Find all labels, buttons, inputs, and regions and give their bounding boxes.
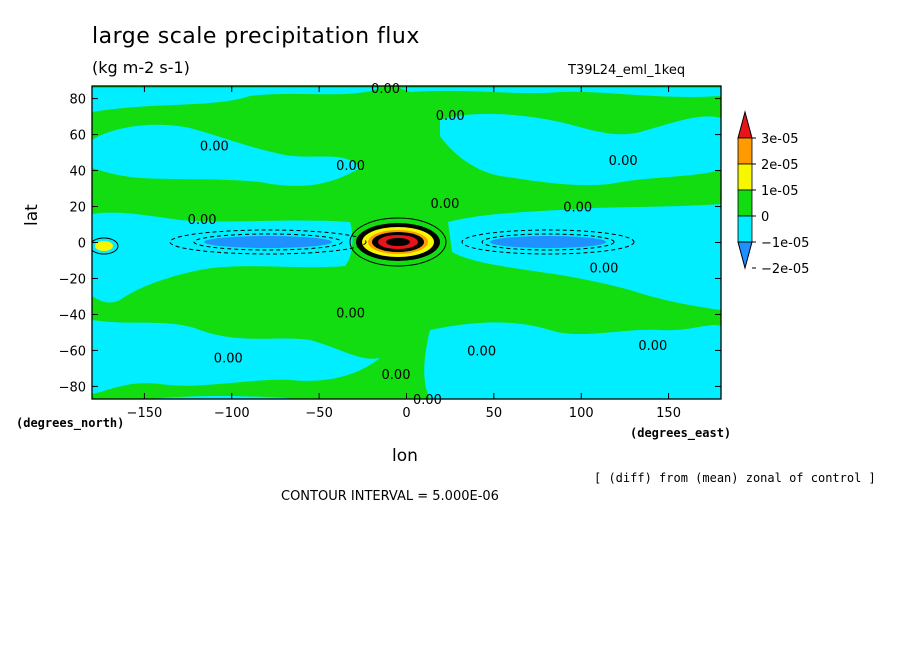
contour-label: 0.00: [371, 82, 400, 97]
colorbar: 3e-05 2e-05 1e-05 0 −1e-05 −2e-05: [737, 110, 809, 277]
contour-label: 0.00: [430, 197, 459, 212]
contour-label: 0.00: [589, 262, 618, 277]
x-tick-label: −150: [127, 406, 163, 421]
contour-label: 0.00: [336, 307, 365, 322]
contour-label: 0.00: [638, 339, 667, 354]
run-label: T39L24_eml_1keq: [568, 63, 686, 78]
x-tick-label: 50: [486, 406, 503, 421]
x-axis-label: lon: [392, 446, 418, 466]
y-tick-label: 60: [69, 129, 86, 144]
contour-label: 0.00: [200, 139, 229, 154]
colorbar-label: 2e-05: [761, 158, 799, 173]
contour-interval: CONTOUR INTERVAL = 5.000E-06: [281, 489, 499, 504]
colorbar-segment: [737, 163, 753, 191]
x-tick-label: −100: [214, 406, 250, 421]
y-tick-label: 0: [78, 237, 86, 252]
contour-label: 0.00: [382, 368, 411, 383]
colorbar-segment: [737, 241, 753, 270]
colorbar-label: 3e-05: [761, 132, 799, 147]
contour-label: 0.00: [214, 352, 243, 367]
diff-annotation: [ (diff) from (mean) zonal of control ]: [594, 471, 876, 485]
chart-units: (kg m-2 s-1): [92, 58, 190, 77]
y-axis-unit: (degrees_north): [16, 416, 125, 430]
colorbar-segment: [737, 189, 753, 217]
colorbar-segment: [737, 110, 753, 139]
colorbar-segment: [737, 215, 753, 243]
contour-label: 0.00: [436, 109, 465, 124]
colorbar-label: −2e-05: [761, 262, 809, 277]
contour-labels: 0.000.000.000.00 0.000.000.00 0.000.000.00…: [188, 82, 668, 408]
contour-label: 0.00: [336, 159, 365, 174]
x-tick-label: −50: [305, 406, 332, 421]
colorbar-segment: [737, 137, 753, 165]
x-tick-label: 150: [656, 406, 681, 421]
contour-label: 0.00: [188, 213, 217, 228]
x-axis: −150 −100 −50 0 50 100 150: [127, 86, 681, 421]
contour-label: 0.00: [563, 201, 592, 216]
x-tick-label: 0: [402, 406, 410, 421]
y-tick-label: 40: [69, 165, 86, 180]
y-tick-label: −60: [59, 344, 86, 359]
y-axis: −80 −60 −40 −20 0 20 40 60 80: [59, 93, 721, 395]
contour-label: 0.00: [609, 154, 638, 169]
contour-label: 0.00: [467, 344, 496, 359]
colorbar-label: 0: [761, 210, 769, 225]
chart-title: large scale precipitation flux: [92, 24, 420, 49]
x-tick-label: 100: [569, 406, 594, 421]
y-tick-label: −80: [59, 380, 86, 395]
y-tick-label: −20: [59, 272, 86, 287]
colorbar-label: 1e-05: [761, 184, 799, 199]
colorbar-label: −1e-05: [761, 236, 809, 251]
y-axis-label: lat: [22, 204, 42, 226]
y-tick-label: 80: [69, 93, 86, 108]
contour-label: 0.00: [413, 393, 442, 408]
x-axis-unit: (degrees_east): [630, 426, 732, 440]
y-tick-label: −40: [59, 308, 86, 323]
y-tick-label: 20: [69, 201, 86, 216]
